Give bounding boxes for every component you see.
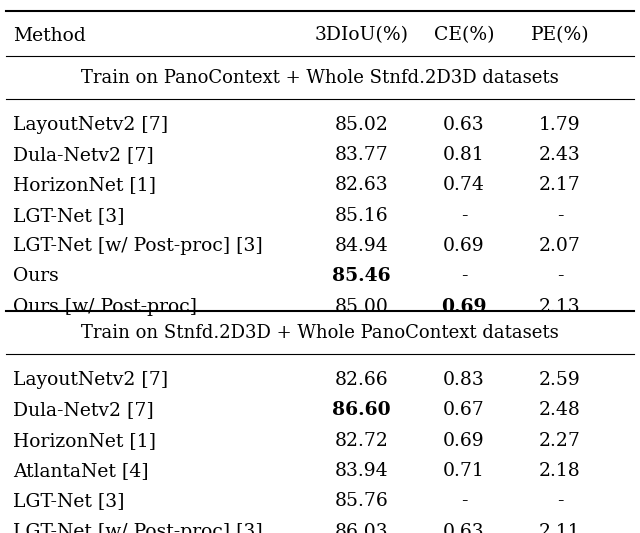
Text: 2.27: 2.27: [539, 432, 581, 449]
Text: 82.66: 82.66: [335, 371, 388, 389]
Text: 0.69: 0.69: [441, 298, 487, 316]
Text: CE(%): CE(%): [434, 27, 494, 45]
Text: AtlantaNet [4]: AtlantaNet [4]: [13, 462, 148, 480]
Text: -: -: [557, 207, 563, 225]
Text: 2.43: 2.43: [539, 146, 581, 164]
Text: 2.59: 2.59: [539, 371, 581, 389]
Text: 0.83: 0.83: [443, 371, 485, 389]
Text: 85.00: 85.00: [335, 298, 388, 316]
Text: Dula-Netv2 [7]: Dula-Netv2 [7]: [13, 146, 154, 164]
Text: 83.94: 83.94: [335, 462, 388, 480]
Text: 0.63: 0.63: [443, 116, 485, 134]
Text: 0.74: 0.74: [443, 176, 485, 195]
Text: HorizonNet [1]: HorizonNet [1]: [13, 176, 156, 195]
Text: 82.63: 82.63: [335, 176, 388, 195]
Text: Method: Method: [13, 27, 86, 45]
Text: 2.07: 2.07: [539, 237, 581, 255]
Text: 85.02: 85.02: [335, 116, 388, 134]
Text: Train on Stnfd.2D3D + Whole PanoContext datasets: Train on Stnfd.2D3D + Whole PanoContext …: [81, 324, 559, 342]
Text: 82.72: 82.72: [335, 432, 388, 449]
Text: 85.76: 85.76: [335, 492, 388, 510]
Text: 83.77: 83.77: [335, 146, 388, 164]
Text: LGT-Net [w/ Post-proc] [3]: LGT-Net [w/ Post-proc] [3]: [13, 523, 262, 533]
Text: Train on PanoContext + Whole Stnfd.2D3D datasets: Train on PanoContext + Whole Stnfd.2D3D …: [81, 69, 559, 87]
Text: 0.69: 0.69: [443, 237, 485, 255]
Text: -: -: [557, 268, 563, 286]
Text: -: -: [557, 492, 563, 510]
Text: LayoutNetv2 [7]: LayoutNetv2 [7]: [13, 371, 168, 389]
Text: 2.13: 2.13: [539, 298, 581, 316]
Text: LayoutNetv2 [7]: LayoutNetv2 [7]: [13, 116, 168, 134]
Text: LGT-Net [3]: LGT-Net [3]: [13, 207, 124, 225]
Text: 86.03: 86.03: [335, 523, 388, 533]
Text: Ours: Ours: [13, 268, 58, 286]
Text: 3DIoU(%): 3DIoU(%): [315, 27, 408, 45]
Text: LGT-Net [w/ Post-proc] [3]: LGT-Net [w/ Post-proc] [3]: [13, 237, 262, 255]
Text: 2.18: 2.18: [539, 462, 581, 480]
Text: Ours [w/ Post-proc]: Ours [w/ Post-proc]: [13, 298, 197, 316]
Text: Dula-Netv2 [7]: Dula-Netv2 [7]: [13, 401, 154, 419]
Text: 0.71: 0.71: [443, 462, 485, 480]
Text: HorizonNet [1]: HorizonNet [1]: [13, 432, 156, 449]
Text: LGT-Net [3]: LGT-Net [3]: [13, 492, 124, 510]
Text: -: -: [461, 207, 467, 225]
Text: 85.46: 85.46: [332, 268, 391, 286]
Text: PE(%): PE(%): [531, 27, 589, 45]
Text: 2.48: 2.48: [539, 401, 581, 419]
Text: 0.69: 0.69: [443, 432, 485, 449]
Text: -: -: [461, 268, 467, 286]
Text: 85.16: 85.16: [335, 207, 388, 225]
Text: 0.81: 0.81: [443, 146, 485, 164]
Text: 1.79: 1.79: [539, 116, 581, 134]
Text: 0.63: 0.63: [443, 523, 485, 533]
Text: 84.94: 84.94: [335, 237, 388, 255]
Text: -: -: [461, 492, 467, 510]
Text: 2.17: 2.17: [539, 176, 581, 195]
Text: 2.11: 2.11: [539, 523, 581, 533]
Text: 0.67: 0.67: [443, 401, 485, 419]
Text: 86.60: 86.60: [332, 401, 391, 419]
